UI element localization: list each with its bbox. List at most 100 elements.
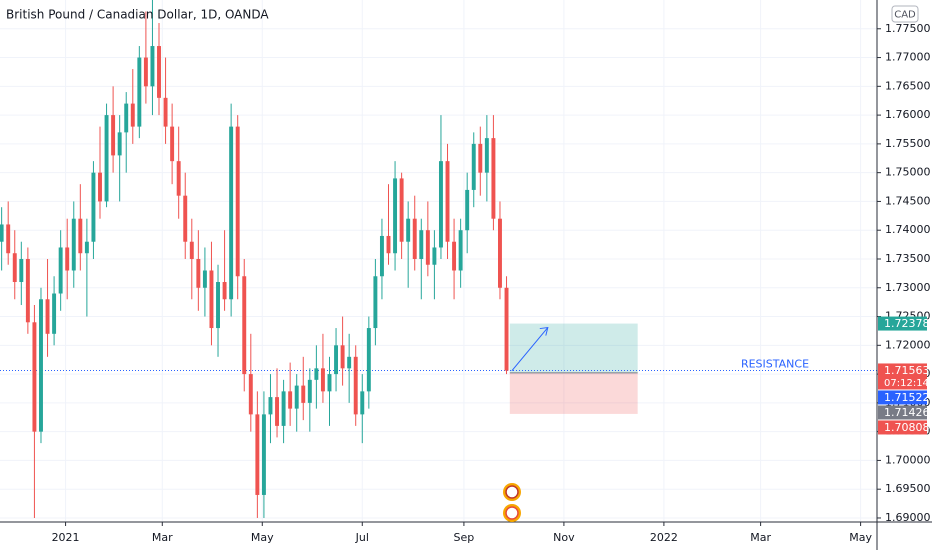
plot: RESISTANCE bbox=[0, 0, 877, 518]
candle-body bbox=[432, 247, 437, 265]
y-tick-label: 1.70000 bbox=[885, 453, 931, 466]
candle-body bbox=[45, 299, 50, 334]
arrow-line bbox=[511, 327, 549, 372]
arrow-head bbox=[539, 326, 549, 336]
x-tick-label: May bbox=[849, 531, 872, 544]
candle-body bbox=[84, 241, 89, 254]
candle-body bbox=[484, 138, 489, 173]
candle-body bbox=[229, 126, 234, 300]
candle-body bbox=[406, 218, 411, 242]
candle-body bbox=[189, 241, 194, 259]
candle-body bbox=[196, 258, 201, 288]
candle-body bbox=[157, 46, 161, 98]
position-target-zone[interactable] bbox=[509, 323, 638, 373]
candle-body bbox=[393, 178, 398, 254]
currency-box[interactable] bbox=[891, 5, 919, 23]
candle-body bbox=[111, 115, 116, 156]
price-tag-label: 1.72378 bbox=[884, 317, 930, 330]
candle-body bbox=[124, 103, 129, 133]
candle-body bbox=[0, 224, 4, 242]
candle-body bbox=[32, 322, 37, 432]
event-flag bbox=[505, 485, 519, 499]
candle-body bbox=[202, 270, 207, 288]
candle-body bbox=[360, 391, 365, 415]
candle-body bbox=[170, 126, 175, 162]
candle-body bbox=[320, 368, 325, 392]
candle-body bbox=[412, 218, 417, 259]
candle-body bbox=[478, 143, 483, 173]
candle-body bbox=[71, 218, 76, 271]
x-tick-label: Mar bbox=[152, 531, 173, 544]
y-tick-label: 1.74000 bbox=[885, 223, 931, 236]
event-flag bbox=[505, 506, 519, 520]
y-tick-label: 1.76000 bbox=[885, 108, 931, 121]
candle-body bbox=[25, 258, 30, 323]
price-tag-label: 1.71522 bbox=[884, 391, 930, 404]
candle-body bbox=[379, 235, 384, 277]
candle-body bbox=[340, 345, 345, 369]
candle-body bbox=[130, 103, 135, 127]
price-tag-countdown: 07:12:14 bbox=[884, 378, 929, 389]
candle-body bbox=[104, 115, 109, 202]
price-tag-label: 1.70808 bbox=[884, 421, 930, 434]
candle-body bbox=[261, 414, 266, 495]
candle-body bbox=[65, 247, 70, 271]
resistance-label: RESISTANCE bbox=[741, 357, 809, 370]
candle-body bbox=[255, 414, 260, 495]
position-stop-zone[interactable] bbox=[509, 372, 638, 414]
candle-body bbox=[366, 328, 371, 392]
event-icons[interactable] bbox=[503, 483, 521, 522]
candle-body bbox=[19, 258, 24, 283]
candle-body bbox=[58, 247, 63, 294]
price-tag bbox=[878, 316, 927, 331]
candle-body bbox=[334, 345, 339, 375]
price-tag-label: 1.71426 bbox=[884, 406, 930, 419]
candle-body bbox=[137, 57, 142, 127]
candle-body bbox=[458, 230, 463, 271]
candle-body bbox=[438, 161, 443, 248]
candle-body bbox=[327, 374, 332, 392]
x-tick-label: Nov bbox=[553, 531, 575, 544]
candle-body bbox=[176, 161, 181, 196]
candle-body bbox=[242, 276, 247, 375]
candle-body bbox=[314, 368, 319, 380]
candle-body bbox=[91, 172, 96, 242]
candle-body bbox=[294, 385, 299, 409]
x-tick-label: 2021 bbox=[52, 531, 80, 544]
candle-body bbox=[452, 241, 457, 271]
candle-body bbox=[275, 397, 280, 426]
price-tag bbox=[878, 420, 927, 435]
y-tick-label: 1.75500 bbox=[885, 137, 931, 150]
candle-body bbox=[491, 138, 496, 219]
y-tick-label: 1.75000 bbox=[885, 166, 931, 179]
candle-body bbox=[52, 293, 57, 334]
x-tick-label: Mar bbox=[750, 531, 771, 544]
candle-body bbox=[150, 46, 155, 87]
candle-body bbox=[98, 172, 102, 202]
candle-body bbox=[445, 161, 450, 242]
candle-body bbox=[78, 218, 83, 254]
candle-body bbox=[209, 270, 214, 329]
y-tick-label: 1.76500 bbox=[885, 79, 931, 92]
candle-body bbox=[386, 235, 391, 254]
candle-body bbox=[268, 397, 273, 415]
candle-body bbox=[6, 224, 11, 254]
candle-body bbox=[373, 276, 378, 329]
x-tick-label: Sep bbox=[454, 531, 475, 544]
candle-body bbox=[471, 143, 476, 190]
candle-body bbox=[183, 195, 188, 242]
candle-body bbox=[347, 356, 352, 369]
y-tick-label: 1.73500 bbox=[885, 252, 931, 265]
candle-body bbox=[222, 282, 227, 300]
y-tick-label: 1.74500 bbox=[885, 194, 931, 207]
candle-body bbox=[353, 356, 358, 415]
candle-body bbox=[419, 230, 424, 259]
candle-body bbox=[143, 57, 148, 87]
currency-label: CAD bbox=[894, 10, 916, 21]
candle-body bbox=[235, 126, 240, 277]
price-tag bbox=[878, 390, 927, 405]
price-tag bbox=[878, 405, 927, 420]
